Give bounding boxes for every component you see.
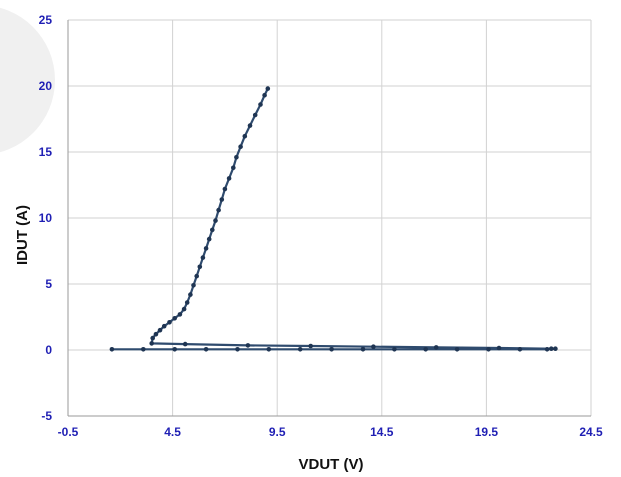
- data-point: [454, 347, 460, 352]
- data-point: [141, 347, 146, 352]
- data-point: [496, 345, 502, 351]
- y-tick-label: 20: [39, 79, 53, 93]
- data-point: [157, 327, 163, 333]
- data-point: [150, 335, 155, 341]
- data-point: [188, 292, 193, 297]
- data-point: [177, 312, 183, 317]
- x-tick-label: 19.5: [475, 425, 499, 439]
- data-point: [231, 165, 236, 171]
- data-point: [210, 227, 215, 233]
- data-point: [265, 86, 271, 91]
- data-point: [219, 197, 225, 202]
- data-point: [172, 347, 177, 352]
- data-series: [109, 86, 558, 352]
- data-point: [252, 112, 258, 118]
- data-point: [308, 343, 314, 349]
- x-tick-label: 24.5: [579, 425, 603, 439]
- y-tick-label: 15: [39, 145, 53, 159]
- data-point: [553, 346, 558, 352]
- data-point: [153, 331, 159, 337]
- data-point: [181, 306, 187, 312]
- data-point: [182, 341, 188, 347]
- x-tick-label: -0.5: [58, 425, 79, 439]
- tick-labels: -0.5 4.5 9.5 14.5 19.5 24.5 -5 0 5 10 15 20 25: [39, 13, 603, 439]
- y-tick-label: 10: [39, 211, 53, 225]
- y-tick-label: 5: [45, 277, 52, 291]
- data-point: [222, 186, 228, 192]
- data-point: [213, 218, 218, 223]
- watermark-circle: [0, 7, 55, 153]
- data-point: [191, 283, 196, 288]
- data-point: [203, 246, 209, 251]
- y-axis-title: IDUT (A): [14, 205, 31, 265]
- data-point: [238, 144, 243, 149]
- data-point: [544, 347, 550, 352]
- x-axis-title: VDUT (V): [299, 456, 364, 473]
- x-tick-label: 9.5: [269, 425, 286, 439]
- data-point: [234, 155, 239, 160]
- axes: [67, 20, 591, 417]
- data-point: [371, 344, 376, 350]
- data-point: [486, 347, 491, 352]
- data-point: [203, 347, 209, 352]
- y-tick-label: 0: [45, 343, 52, 357]
- data-point: [360, 347, 366, 352]
- data-point: [149, 341, 154, 346]
- data-point: [423, 347, 429, 352]
- data-point: [161, 323, 167, 329]
- data-point: [216, 207, 221, 213]
- data-point: [549, 346, 554, 352]
- data-point: [245, 343, 251, 348]
- data-point: [167, 320, 172, 325]
- data-point: [262, 92, 267, 98]
- data-point: [329, 347, 334, 352]
- data-point: [235, 347, 240, 352]
- data-point: [200, 255, 206, 260]
- data-point: [392, 347, 397, 352]
- data-point: [517, 347, 523, 352]
- data-point: [184, 300, 190, 305]
- data-point: [194, 273, 199, 279]
- data-point: [172, 316, 177, 321]
- data-point: [433, 345, 439, 350]
- data-point: [258, 102, 263, 107]
- data-point: [206, 236, 212, 242]
- data-point: [197, 264, 203, 270]
- data-point: [297, 347, 303, 352]
- data-point: [266, 347, 272, 352]
- data-point: [109, 347, 115, 352]
- y-tick-label: -5: [41, 409, 52, 423]
- data-point: [247, 123, 253, 128]
- data-point: [242, 133, 248, 139]
- data-point: [226, 176, 232, 181]
- y-tick-label: 25: [39, 13, 53, 27]
- x-tick-label: 4.5: [164, 425, 181, 439]
- x-tick-label: 14.5: [370, 425, 394, 439]
